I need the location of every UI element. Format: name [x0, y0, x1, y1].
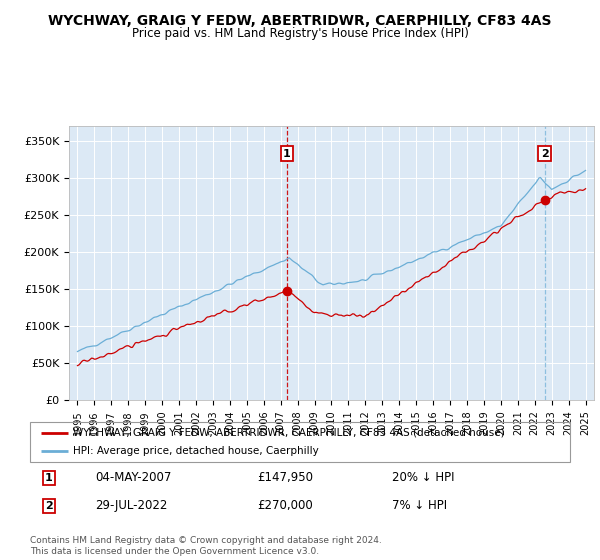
- Text: WYCHWAY, GRAIG Y FEDW, ABERTRIDWR, CAERPHILLY, CF83 4AS: WYCHWAY, GRAIG Y FEDW, ABERTRIDWR, CAERP…: [48, 14, 552, 28]
- Text: 20% ↓ HPI: 20% ↓ HPI: [392, 471, 454, 484]
- Text: HPI: Average price, detached house, Caerphilly: HPI: Average price, detached house, Caer…: [73, 446, 319, 456]
- Text: 1: 1: [283, 148, 290, 158]
- Text: 04-MAY-2007: 04-MAY-2007: [95, 471, 171, 484]
- Text: £270,000: £270,000: [257, 500, 313, 512]
- Text: 1: 1: [45, 473, 53, 483]
- Text: Price paid vs. HM Land Registry's House Price Index (HPI): Price paid vs. HM Land Registry's House …: [131, 27, 469, 40]
- Text: 2: 2: [45, 501, 53, 511]
- Text: 7% ↓ HPI: 7% ↓ HPI: [392, 500, 447, 512]
- Text: 2: 2: [541, 148, 548, 158]
- Text: £147,950: £147,950: [257, 471, 313, 484]
- Text: 29-JUL-2022: 29-JUL-2022: [95, 500, 167, 512]
- Text: Contains HM Land Registry data © Crown copyright and database right 2024.
This d: Contains HM Land Registry data © Crown c…: [30, 536, 382, 556]
- Text: WYCHWAY, GRAIG Y FEDW, ABERTRIDWR, CAERPHILLY, CF83 4AS (detached house): WYCHWAY, GRAIG Y FEDW, ABERTRIDWR, CAERP…: [73, 428, 505, 438]
